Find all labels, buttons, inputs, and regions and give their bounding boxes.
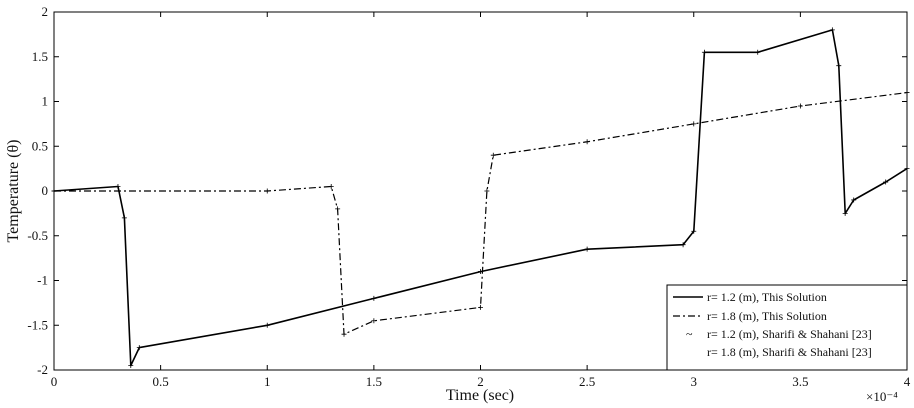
series-1-point: [128, 363, 134, 369]
series-1-point: [584, 246, 590, 252]
series-1-point: [701, 49, 707, 55]
y-tick-label: 0: [42, 183, 49, 198]
x-tick-label: 1.5: [366, 374, 382, 389]
y-tick-label: 1: [42, 94, 49, 109]
series-2-point: [584, 139, 590, 145]
x-tick-label: 2.5: [579, 374, 595, 389]
x-tick-label: 3.5: [792, 374, 808, 389]
y-tick-label: -2: [37, 362, 48, 377]
series-1-point: [851, 197, 857, 203]
x-tick-label: 3: [691, 374, 698, 389]
x-tick-label: 0: [51, 374, 58, 389]
series-1-point: [883, 179, 889, 185]
y-tick-label: 0.5: [32, 138, 48, 153]
series-1-point: [264, 322, 270, 328]
y-tick-label: -0.5: [27, 228, 48, 243]
series-2-point: [478, 304, 483, 310]
legend-entry-1: r= 1.2 (m), This Solution: [707, 290, 827, 304]
x-tick-label: 2: [477, 374, 484, 389]
series-1-point: [842, 210, 848, 216]
series-1-point: [371, 295, 377, 301]
ticks-layer: 0 0.5 1 1.5 2 2.5 3 3.5 4 -2 -1.5 -1 -0.5 0 0.5 1 1.5 2: [27, 4, 910, 389]
series-2-point: [335, 206, 341, 212]
y-tick-label: 1.5: [32, 49, 48, 64]
series-2-point: [341, 331, 347, 337]
x-tick-label: 4: [904, 374, 911, 389]
x-tick-label: 1: [264, 374, 271, 389]
x-axis-exponent-label: ×10⁻⁴: [866, 389, 898, 404]
y-tick-label: -1.5: [27, 317, 48, 332]
series-1-point: [121, 215, 127, 221]
series-2-point: [328, 184, 334, 190]
series-1-point: [115, 184, 121, 190]
legend-entry-4: r= 1.8 (m), Sharifi & Shahani [23]: [707, 345, 872, 359]
series-1-point: [836, 63, 842, 69]
y-tick-label: 2: [42, 4, 49, 19]
legend-entry-3: r= 1.2 (m), Sharifi & Shahani [23]: [707, 327, 872, 341]
series-2-point: [691, 121, 697, 127]
series-2-point: [264, 188, 270, 194]
x-tick-label: 0.5: [153, 374, 169, 389]
y-axis-title: Temperature (θ): [5, 140, 22, 243]
series-1-point: [691, 228, 697, 234]
legend-box: [666, 284, 908, 371]
series-2-point: [371, 318, 377, 324]
series-1-point: [829, 27, 835, 33]
legend-entry-2: r= 1.8 (m), This Solution: [707, 309, 827, 323]
series-1-point: [136, 345, 142, 351]
series-1-point: [755, 49, 761, 55]
plot-frame: [53, 11, 908, 371]
series-2-point: [484, 188, 490, 194]
series-2-point: [797, 103, 803, 109]
x-axis-title: Time (sec): [446, 387, 514, 404]
series-1-point: [680, 242, 686, 248]
y-tick-label: -1: [37, 273, 48, 288]
series-2-point: [490, 152, 496, 158]
legend: ~ r= 1.2 (m), This Solution r= 1.8 (m), …: [666, 284, 908, 371]
legend-marker-plus-1: ~: [686, 327, 693, 341]
